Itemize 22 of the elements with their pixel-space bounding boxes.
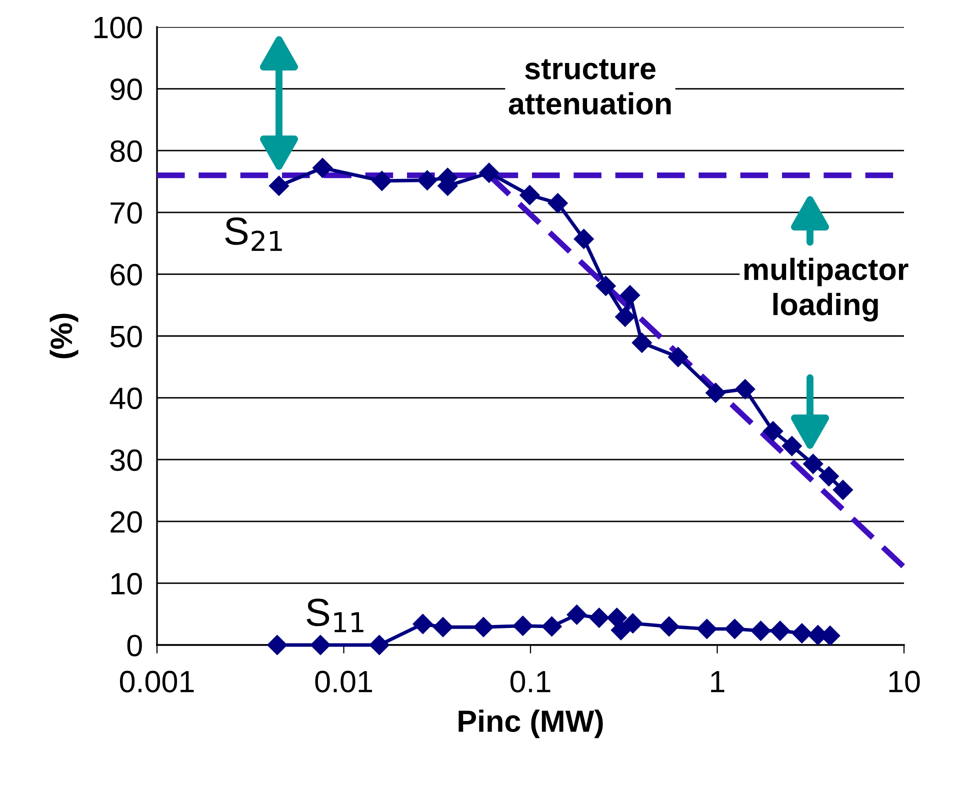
series-label: S$_{11}$ [306, 598, 364, 632]
y-tick-label: 0 [127, 634, 142, 656]
x-tick-label: 1 [711, 671, 724, 692]
y-tick-label: 40 [110, 388, 142, 410]
y-tick-label: 50 [110, 326, 142, 348]
x-tick-label: 0.001 [120, 670, 194, 692]
y-tick-label: 90 [110, 78, 142, 100]
y-tick-label: 100 [94, 16, 142, 38]
annotation: multipactor loading [744, 258, 908, 322]
series-label: S$_{21}$ [225, 217, 282, 251]
x-tick-label: 10 [889, 670, 920, 692]
y-tick-label: 30 [110, 449, 142, 471]
y-tick-label: 80 [110, 140, 142, 162]
y-tick-label: 10 [111, 572, 142, 595]
x-tick-label: 0.1 [510, 670, 550, 692]
x-axis-title: Pinc (MW) [458, 710, 603, 738]
y-tick-label: 70 [110, 202, 142, 224]
annotation: structure attenuation [508, 59, 671, 115]
x-tick-label: 0.01 [315, 670, 372, 692]
y-tick-label: 60 [110, 264, 142, 286]
y-tick-label: 20 [110, 511, 142, 533]
y-axis-title: (%) [50, 314, 78, 358]
